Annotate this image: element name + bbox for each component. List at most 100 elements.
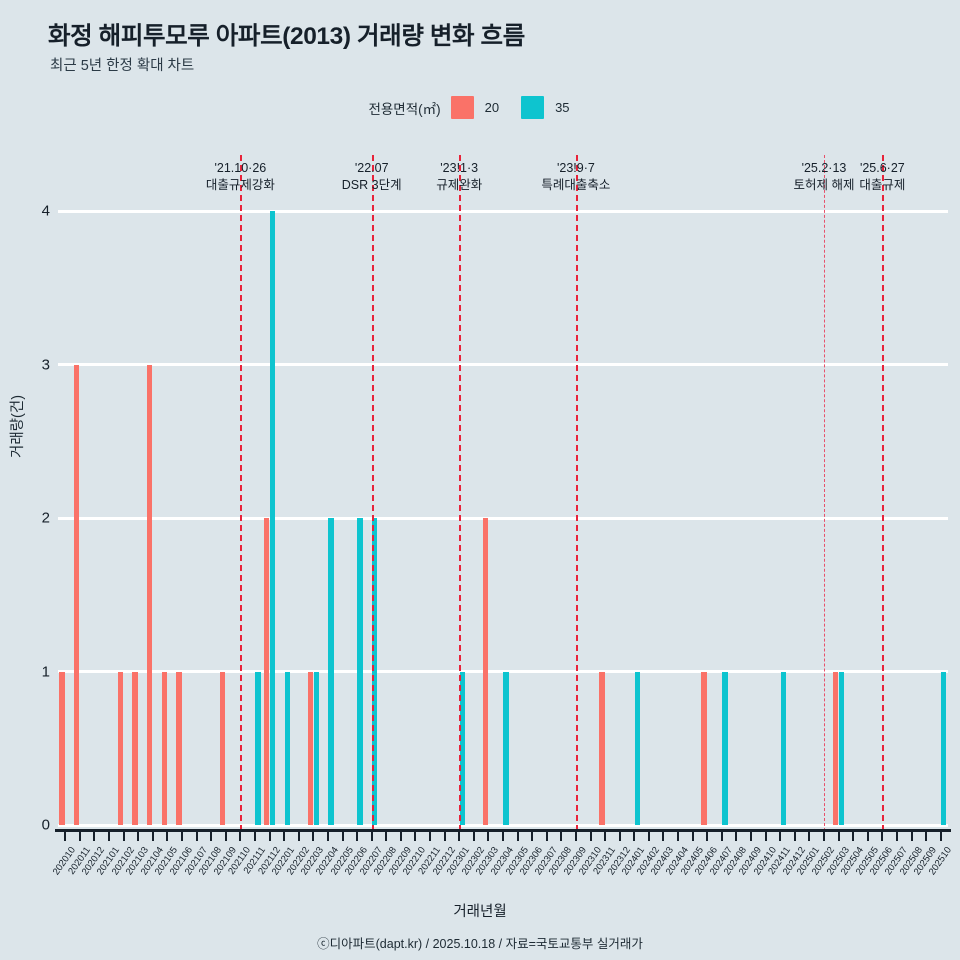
x-axis-line [55, 829, 951, 832]
x-tick-mark [779, 832, 782, 841]
x-tick-mark [429, 832, 432, 841]
event-annotation-text: 대출규제 [859, 178, 906, 192]
bar[interactable] [117, 671, 124, 825]
x-tick-mark [399, 832, 402, 841]
x-tick-mark [633, 832, 636, 841]
x-tick-mark [122, 832, 125, 841]
y-tick-label: 3 [41, 356, 50, 373]
bar[interactable] [599, 671, 605, 825]
x-tick-mark [312, 832, 315, 841]
gridline-0 [58, 823, 948, 827]
y-tick-label: 0 [41, 816, 50, 834]
legend-entry-20[interactable]: 20 [450, 96, 500, 119]
x-tick-mark [706, 832, 709, 841]
bar[interactable] [255, 671, 261, 825]
x-tick-mark [502, 832, 504, 841]
gridline-4 [58, 209, 948, 213]
bar[interactable] [357, 518, 363, 825]
x-tick-mark [808, 832, 811, 841]
bar[interactable] [634, 671, 641, 825]
bar[interactable] [832, 671, 839, 825]
x-tick-mark [545, 832, 548, 841]
bar[interactable] [838, 671, 845, 825]
bar[interactable] [941, 671, 947, 825]
x-tick-mark [78, 832, 81, 841]
x-tick-mark [691, 832, 694, 841]
bar[interactable] [132, 671, 138, 825]
bar[interactable] [269, 211, 276, 825]
x-tick-mark [472, 832, 475, 841]
bar[interactable] [263, 518, 270, 825]
x-tick-mark [750, 832, 753, 841]
y-tick-label: 4 [41, 202, 50, 220]
x-tick-mark [181, 832, 184, 841]
bar[interactable] [147, 364, 153, 825]
event-annotation-text: 대출규제강화 [205, 178, 275, 192]
event-annotation: '22.07 DSR 3단계 [342, 160, 402, 194]
x-tick-mark [239, 832, 242, 841]
x-tick-mark [531, 832, 534, 841]
gridline-2 [58, 516, 948, 520]
event-marker-line [240, 155, 243, 831]
x-tick-mark [852, 832, 855, 841]
x-tick-mark [910, 832, 913, 841]
x-tick-mark [356, 832, 359, 841]
bar[interactable] [372, 518, 378, 825]
event-annotation-text: DSR 3단계 [341, 178, 402, 192]
event-annotation-date: '23!9·7 [557, 161, 595, 175]
bar[interactable] [284, 671, 290, 825]
bar[interactable] [722, 671, 728, 825]
y-axis-ticks: 0 1 2 3 4 [0, 203, 50, 834]
x-tick-mark [516, 832, 519, 841]
x-tick-mark [443, 832, 446, 841]
bar[interactable] [74, 364, 80, 825]
chart-subtitle: 최근 5년 한정 확대 차트 [50, 58, 195, 74]
x-tick-mark [93, 832, 96, 841]
gridline-1 [58, 670, 948, 673]
bar[interactable] [503, 671, 509, 825]
x-tick-mark [64, 832, 67, 841]
x-tick-mark [370, 832, 373, 841]
bar[interactable] [313, 671, 320, 825]
event-annotation-text: 토허제 해제 [793, 178, 855, 192]
bar[interactable] [482, 518, 488, 825]
bar[interactable] [59, 671, 65, 825]
legend-title: 전용면적(㎡) [368, 101, 441, 117]
event-annotation-date: '22.07 [354, 161, 389, 175]
x-tick-mark [268, 832, 271, 841]
bar[interactable] [780, 671, 786, 825]
event-annotation: '23!9·7 특례대출축소 [541, 160, 610, 194]
bar[interactable] [176, 671, 182, 825]
event-marker-line [459, 155, 462, 831]
x-axis-label: 거래년월 [453, 904, 507, 920]
x-tick-mark [137, 832, 140, 841]
x-tick-mark [326, 832, 329, 841]
x-tick-mark [341, 832, 344, 841]
legend-label-20: 20 [484, 100, 500, 115]
event-annotation-date: '25.2·13 [801, 161, 847, 175]
event-annotation-date: '25.6·27 [859, 161, 905, 175]
x-tick-mark [151, 832, 154, 841]
bar[interactable] [459, 671, 466, 825]
x-tick-mark [822, 832, 825, 841]
x-tick-mark [560, 832, 563, 841]
event-annotation-date: '21.10·26 [214, 161, 267, 175]
bar[interactable] [161, 671, 168, 825]
legend-entry-35[interactable]: 35 [521, 96, 570, 119]
legend-swatch-35 [521, 96, 545, 119]
x-tick-mark [604, 832, 607, 841]
bar[interactable] [328, 518, 334, 825]
bar[interactable] [701, 671, 707, 825]
event-annotation: '25.6·27 대출규제 [859, 160, 905, 194]
x-tick-mark [925, 832, 928, 841]
event-marker-line [882, 155, 885, 831]
x-tick-mark [210, 832, 213, 841]
x-tick-mark [793, 832, 796, 841]
y-tick-label: 1 [41, 663, 50, 680]
legend-label-35: 35 [555, 100, 570, 115]
bar[interactable] [307, 671, 313, 825]
x-tick-mark [647, 832, 650, 841]
gridline-3 [58, 363, 948, 366]
bar[interactable] [219, 671, 226, 825]
event-annotation: '25.2·13 토허제 해제 [793, 160, 854, 194]
